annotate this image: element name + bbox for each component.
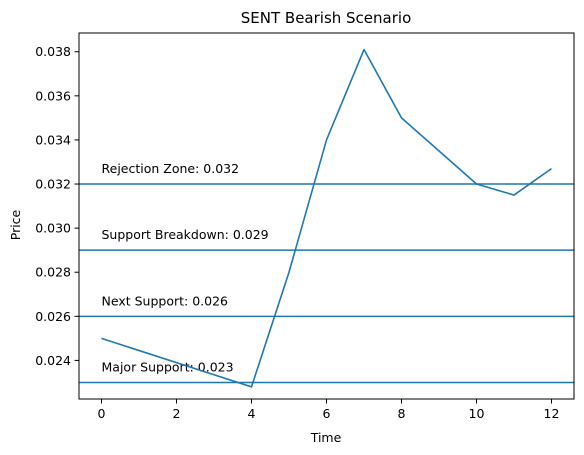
y-tick-label-2: 0.028 <box>35 265 71 280</box>
y-tick-label-6: 0.036 <box>35 88 71 103</box>
hline-label-1: Support Breakdown: 0.029 <box>102 227 269 242</box>
y-tick-label-4: 0.032 <box>35 177 71 192</box>
y-tick-label-1: 0.026 <box>35 309 71 324</box>
hline-label-3: Major Support: 0.023 <box>102 359 234 374</box>
x-tick-label-2: 4 <box>248 406 256 421</box>
chart-title: SENT Bearish Scenario <box>241 9 412 27</box>
y-axis-label: Price <box>8 209 23 240</box>
y-tick-label-7: 0.038 <box>35 44 71 59</box>
x-tick-label-1: 2 <box>173 406 181 421</box>
y-axis: 0.024 0.026 0.028 0.030 0.032 0.034 0.036 0.038 <box>35 44 79 368</box>
y-tick-label-3: 0.030 <box>35 221 71 236</box>
hline-label-2: Next Support: 0.026 <box>102 293 229 308</box>
x-tick-label-6: 12 <box>544 406 560 421</box>
hline-label-0: Rejection Zone: 0.032 <box>102 161 240 176</box>
axes-frame <box>78 32 575 400</box>
x-tick-label-0: 0 <box>98 406 106 421</box>
y-tick-label-0: 0.024 <box>35 353 71 368</box>
plot-area: Rejection Zone: 0.032 Support Breakdown: … <box>79 48 574 388</box>
series-line-0 <box>101 48 552 388</box>
y-tick-label-5: 0.034 <box>35 132 71 147</box>
x-tick-label-4: 8 <box>398 406 406 421</box>
x-tick-label-3: 6 <box>323 406 331 421</box>
x-axis-label: Time <box>310 430 342 445</box>
x-axis: 0 2 4 6 8 10 12 <box>98 399 560 421</box>
x-tick-label-5: 10 <box>469 406 485 421</box>
